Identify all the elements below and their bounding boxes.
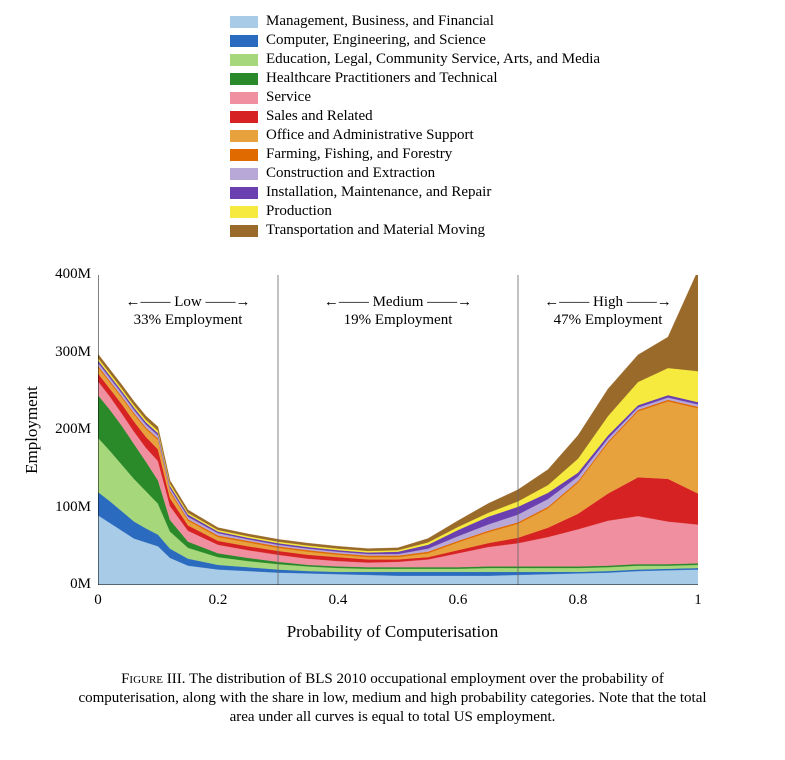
legend-label: Sales and Related: [266, 107, 373, 126]
band-employment: 33% Employment: [134, 312, 243, 328]
legend-label: Management, Business, and Financial: [266, 12, 494, 31]
legend-label: Education, Legal, Community Service, Art…: [266, 50, 600, 69]
legend-swatch: [230, 35, 258, 47]
x-tick-label: 0: [78, 592, 118, 609]
legend-label: Construction and Extraction: [266, 164, 435, 183]
legend-item-sales: Sales and Related: [230, 107, 600, 126]
caption-text-1: The distribution of: [186, 671, 306, 687]
y-tick-label: 100M: [31, 499, 91, 516]
legend-label: Farming, Fishing, and Forestry: [266, 145, 452, 164]
y-tick-label: 300M: [31, 344, 91, 361]
legend-item-healthcare: Healthcare Practitioners and Technical: [230, 69, 600, 88]
legend-label: Computer, Engineering, and Science: [266, 31, 486, 50]
y-tick-label: 400M: [31, 266, 91, 283]
band-label-low: ←—— Low ——→33% Employment: [126, 293, 251, 329]
band-arrows: ←—— High ——→: [544, 293, 672, 311]
legend-swatch: [230, 54, 258, 66]
x-tick-label: 0.2: [198, 592, 238, 609]
x-tick-label: 0.8: [558, 592, 598, 609]
legend-item-education: Education, Legal, Community Service, Art…: [230, 50, 600, 69]
legend-item-construction: Construction and Extraction: [230, 164, 600, 183]
legend-swatch: [230, 206, 258, 218]
figure-caption: Figure III. The distribution of BLS 2010…: [75, 670, 710, 727]
y-tick-label: 0M: [31, 576, 91, 593]
caption-sc-1: BLS: [305, 671, 333, 687]
legend: Management, Business, and FinancialCompu…: [230, 12, 600, 240]
caption-prefix: Figure III.: [121, 671, 185, 687]
legend-label: Installation, Maintenance, and Repair: [266, 183, 491, 202]
band-label-high: ←—— High ——→47% Employment: [544, 293, 672, 329]
legend-item-computer: Computer, Engineering, and Science: [230, 31, 600, 50]
legend-item-transportation: Transportation and Material Moving: [230, 221, 600, 240]
figure-page: Management, Business, and FinancialCompu…: [0, 0, 785, 760]
legend-item-service: Service: [230, 88, 600, 107]
band-employment: 47% Employment: [554, 312, 663, 328]
legend-label: Transportation and Material Moving: [266, 221, 485, 240]
legend-swatch: [230, 130, 258, 142]
legend-swatch: [230, 92, 258, 104]
legend-swatch: [230, 187, 258, 199]
caption-sc-2: US: [454, 709, 473, 725]
legend-item-installation: Installation, Maintenance, and Repair: [230, 183, 600, 202]
legend-item-management: Management, Business, and Financial: [230, 12, 600, 31]
legend-label: Office and Administrative Support: [266, 126, 474, 145]
y-tick-label: 200M: [31, 421, 91, 438]
band-employment: 19% Employment: [344, 312, 453, 328]
legend-swatch: [230, 73, 258, 85]
legend-item-production: Production: [230, 202, 600, 221]
band-arrows: ←—— Medium ——→: [324, 293, 472, 311]
legend-swatch: [230, 225, 258, 237]
x-tick-label: 1: [678, 592, 718, 609]
x-tick-label: 0.4: [318, 592, 358, 609]
legend-swatch: [230, 111, 258, 123]
x-axis-label: Probability of Computerisation: [0, 622, 785, 642]
legend-label: Production: [266, 202, 332, 221]
legend-label: Service: [266, 88, 311, 107]
legend-label: Healthcare Practitioners and Technical: [266, 69, 497, 88]
x-tick-label: 0.6: [438, 592, 478, 609]
legend-swatch: [230, 168, 258, 180]
caption-text-3: employment.: [473, 709, 556, 725]
band-label-medium: ←—— Medium ——→19% Employment: [324, 293, 472, 329]
legend-swatch: [230, 16, 258, 28]
band-arrows: ←—— Low ——→: [126, 293, 251, 311]
legend-swatch: [230, 149, 258, 161]
legend-item-farming: Farming, Fishing, and Forestry: [230, 145, 600, 164]
legend-item-office: Office and Administrative Support: [230, 126, 600, 145]
